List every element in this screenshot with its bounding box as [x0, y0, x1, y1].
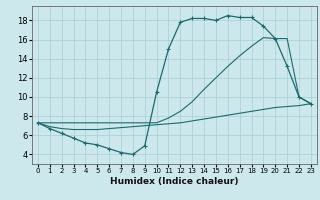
X-axis label: Humidex (Indice chaleur): Humidex (Indice chaleur) — [110, 177, 239, 186]
